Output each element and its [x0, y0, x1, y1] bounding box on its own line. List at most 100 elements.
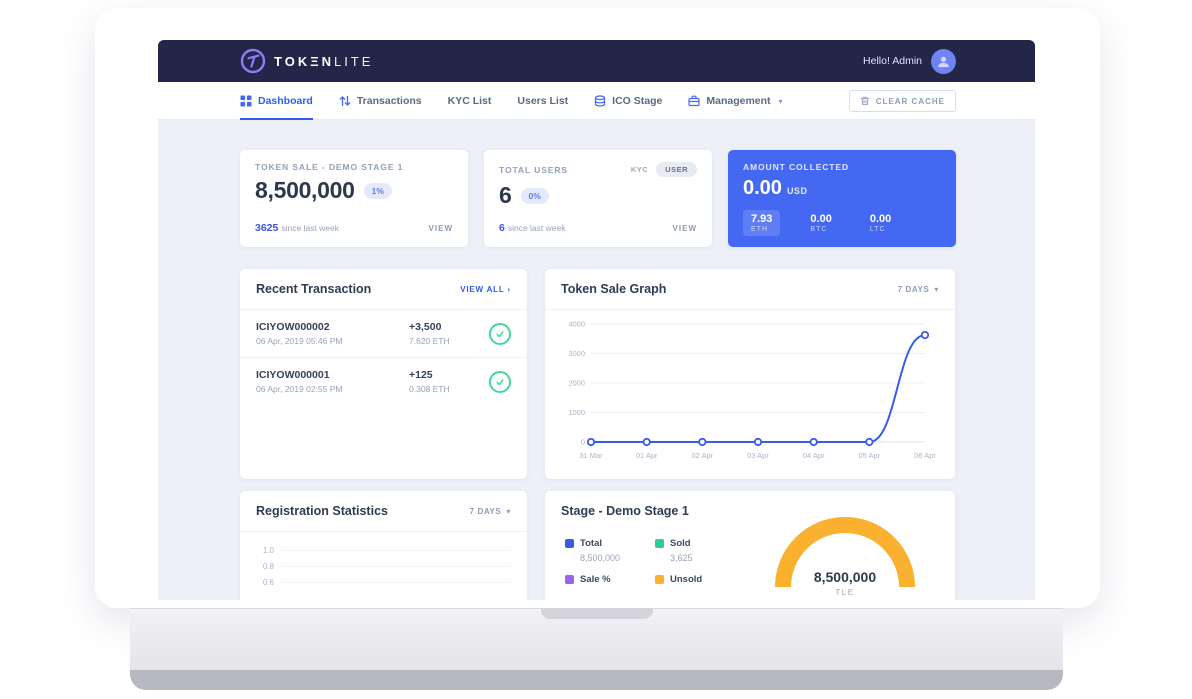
- recent-transactions-card: Recent Transaction VIEW ALL › ICIYOW00000…: [240, 269, 527, 479]
- nav-label: KYC List: [447, 95, 492, 107]
- token-sale-label: TOKEN SALE - DEMO STAGE 1: [255, 162, 404, 172]
- nav-label: Users List: [517, 95, 569, 107]
- topbar: TOKΞNLITE Hello! Admin: [158, 40, 1035, 82]
- nav-item-ico-stage[interactable]: ICO Stage: [594, 82, 662, 120]
- token-sale-value: 8,500,000: [255, 177, 355, 203]
- laptop-screen-frame: TOKΞNLITE Hello! Admin: [95, 8, 1100, 608]
- transaction-row[interactable]: ICIYOW000002 06 Apr, 2019 05:46 PM +3,50…: [240, 310, 527, 358]
- greeting-text: Hello! Admin: [863, 55, 922, 67]
- registration-chart-axis: 1.0 0.8 0.6: [240, 532, 527, 590]
- tx-date: 06 Apr, 2019 05:46 PM: [256, 336, 343, 346]
- logo[interactable]: TOKΞNLITE: [240, 48, 373, 74]
- registration-statistics-card: Registration Statistics 7 DAYS ▾ 1.0 0.8 0.…: [240, 491, 527, 600]
- svg-text:2000: 2000: [568, 379, 585, 388]
- nav-item-management[interactable]: Management ▾: [688, 82, 783, 120]
- tx-id: ICIYOW000002: [256, 321, 330, 333]
- svg-text:4000: 4000: [568, 320, 585, 329]
- legend-swatch: [565, 539, 574, 548]
- chevron-down-icon: ▾: [934, 284, 939, 294]
- amount-collected-card: AMOUNT COLLECTED 0.00 USD 7.93 ETH: [728, 150, 956, 247]
- legend-item-total: Total 8,500,000: [565, 538, 655, 563]
- success-check-icon: [489, 322, 511, 345]
- svg-text:01 Apr: 01 Apr: [636, 451, 658, 460]
- nav-item-users-list[interactable]: Users List: [517, 82, 568, 120]
- nav-label: Dashboard: [258, 95, 313, 107]
- nav-label: Transactions: [356, 95, 422, 107]
- legend-swatch: [655, 575, 664, 584]
- transaction-row[interactable]: ICIYOW000001 06 Apr, 2019 02:55 PM +125 …: [240, 358, 527, 405]
- token-sale-line-chart: 0 1000 2000 3000 4000 31 Mar 01 Apr 02 Apr 03 Ap…: [568, 320, 936, 461]
- stage-gauge: 8,500,000 TLE: [755, 507, 935, 600]
- stage-card: Stage - Demo Stage 1 Total 8,500,000 Sol…: [545, 491, 955, 600]
- nav-label: ICO Stage: [612, 95, 663, 107]
- svg-text:31 Mar: 31 Mar: [579, 451, 603, 460]
- trash-icon: [860, 96, 870, 106]
- svg-text:06 Apr: 06 Apr: [914, 451, 936, 460]
- laptop-base-bottom: [130, 670, 1063, 690]
- person-icon: [938, 56, 949, 67]
- chevron-down-icon: ▾: [506, 506, 511, 516]
- gauge-center-unit: TLE: [835, 588, 855, 597]
- breakdown-eth: 7.93 ETH: [743, 210, 781, 236]
- range-dropdown[interactable]: 7 DAYS ▾: [469, 506, 511, 516]
- legend-item-sold: Sold 3,625: [655, 538, 745, 563]
- range-dropdown[interactable]: 7 DAYS ▾: [897, 284, 939, 294]
- breakdown-btc: 0.00 BTC: [810, 213, 832, 233]
- user-avatar[interactable]: [931, 48, 956, 74]
- dashboard-content: TOKEN SALE - DEMO STAGE 1 8,500,000 1% 3…: [158, 120, 1035, 600]
- total-users-delta: 6 since last week: [499, 222, 566, 234]
- transfer-arrows-icon: [339, 95, 351, 107]
- gauge-center-value: 8,500,000: [813, 569, 877, 585]
- svg-text:05 Apr: 05 Apr: [858, 451, 880, 460]
- total-users-badge: 0%: [520, 187, 549, 204]
- clear-cache-label: CLEAR CACHE: [875, 96, 945, 106]
- tab-kyc[interactable]: KYC: [630, 165, 649, 174]
- svg-text:03 Apr: 03 Apr: [747, 451, 769, 460]
- total-users-label: TOTAL USERS: [499, 164, 568, 175]
- amount-collected-value: 0.00: [743, 177, 782, 199]
- tx-crypto: 7.620 ETH: [409, 336, 450, 346]
- token-sale-view-link[interactable]: VIEW: [428, 224, 453, 233]
- app-window: TOKΞNLITE Hello! Admin: [158, 40, 1035, 600]
- amount-collected-currency: USD: [786, 186, 808, 196]
- main-nav: Dashboard Transactions KYC List: [158, 82, 1035, 120]
- token-sale-graph-card: Token Sale Graph 7 DAYS ▾ 0 1000 2000 3000 40…: [545, 269, 955, 479]
- total-users-card: TOTAL USERS KYC USER 6 0% 6 since last we…: [484, 150, 712, 247]
- database-stack-icon: [594, 95, 606, 107]
- nav-item-dashboard[interactable]: Dashboard: [240, 82, 313, 120]
- svg-text:02 Apr: 02 Apr: [691, 451, 713, 460]
- currency-breakdown: 7.93 ETH 0.00 BTC 0.00 LTC: [743, 210, 941, 236]
- total-users-view-link[interactable]: VIEW: [672, 224, 697, 233]
- gauge-arc: [775, 517, 915, 588]
- token-sale-delta: 3625 since last week: [255, 222, 339, 234]
- logo-wordmark: TOKΞNLITE: [274, 53, 374, 69]
- legend-swatch: [655, 539, 664, 548]
- laptop-notch: [540, 608, 653, 619]
- clear-cache-button[interactable]: CLEAR CACHE: [848, 90, 956, 112]
- chevron-right-icon: ›: [507, 284, 511, 294]
- token-sale-card: TOKEN SALE - DEMO STAGE 1 8,500,000 1% 3…: [240, 150, 468, 247]
- success-check-icon: [489, 370, 511, 393]
- briefcase-icon: [688, 95, 700, 107]
- tx-crypto: 0.308 ETH: [409, 384, 450, 394]
- stage-legend: Total 8,500,000 Sold 3,625 Sale %: [565, 538, 955, 598]
- nav-item-kyc-list[interactable]: KYC List: [448, 82, 492, 120]
- token-sale-graph-title: Token Sale Graph: [561, 282, 667, 296]
- svg-text:04 Apr: 04 Apr: [803, 451, 825, 460]
- nav-label: Management: [706, 95, 771, 107]
- breakdown-ltc: 0.00 LTC: [869, 213, 892, 233]
- chevron-down-icon: ▾: [778, 96, 783, 106]
- tx-amount: +3,500: [409, 321, 442, 333]
- svg-text:0: 0: [581, 438, 585, 447]
- tokenlite-logo-icon: [240, 48, 266, 74]
- tab-user[interactable]: USER: [656, 162, 697, 177]
- nav-item-transactions[interactable]: Transactions: [339, 82, 422, 120]
- token-sale-badge: 1%: [363, 182, 392, 199]
- view-all-link[interactable]: VIEW ALL ›: [460, 284, 511, 294]
- legend-item-sale-percent: Sale %: [565, 574, 655, 598]
- tx-date: 06 Apr, 2019 02:55 PM: [256, 384, 343, 394]
- amount-collected-label: AMOUNT COLLECTED: [743, 162, 850, 172]
- grid-icon: [240, 95, 252, 107]
- svg-text:3000: 3000: [568, 349, 585, 358]
- recent-transactions-title: Recent Transaction: [256, 282, 372, 296]
